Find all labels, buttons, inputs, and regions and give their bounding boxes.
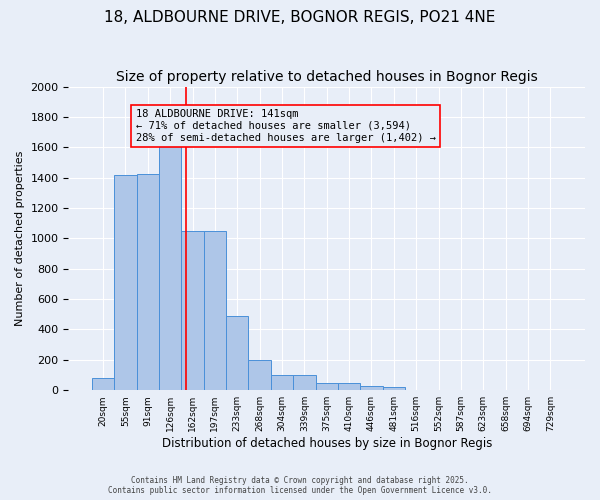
Bar (137, 174, 159, 390)
Text: 18, ALDBOURNE DRIVE, BOGNOR REGIS, PO21 4NE: 18, ALDBOURNE DRIVE, BOGNOR REGIS, PO21 … (104, 10, 496, 25)
Bar (92, 378, 114, 390)
Bar (338, 384, 360, 390)
Bar (114, 174, 137, 390)
Bar (159, 144, 181, 390)
Bar (248, 360, 271, 390)
Bar (204, 231, 226, 390)
Bar (316, 384, 338, 390)
Text: 18 ALDBOURNE DRIVE: 141sqm
← 71% of detached houses are smaller (3,594)
28% of s: 18 ALDBOURNE DRIVE: 141sqm ← 71% of deta… (136, 110, 436, 142)
Bar (360, 386, 383, 390)
Title: Size of property relative to detached houses in Bognor Regis: Size of property relative to detached ho… (116, 70, 538, 84)
Bar (383, 387, 405, 390)
Bar (293, 374, 316, 390)
Bar (181, 231, 204, 390)
Bar (271, 374, 293, 390)
Text: Contains HM Land Registry data © Crown copyright and database right 2025.
Contai: Contains HM Land Registry data © Crown c… (108, 476, 492, 495)
X-axis label: Distribution of detached houses by size in Bognor Regis: Distribution of detached houses by size … (161, 437, 492, 450)
Bar (226, 316, 248, 390)
Y-axis label: Number of detached properties: Number of detached properties (15, 150, 25, 326)
